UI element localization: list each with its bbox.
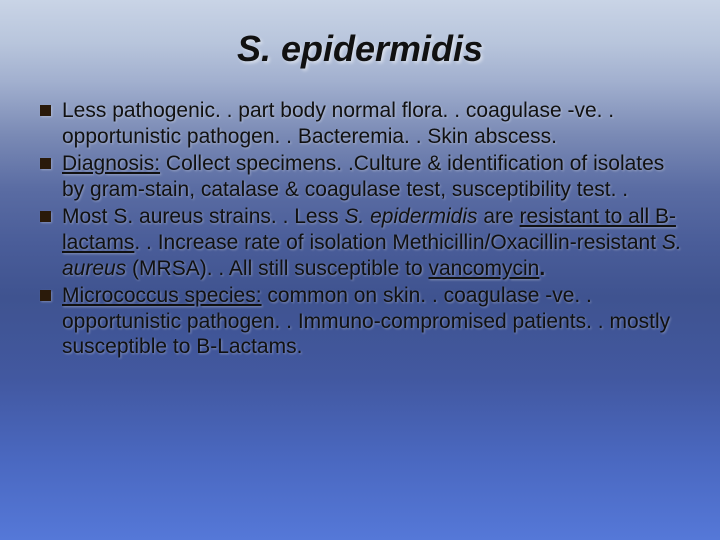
- text-run: S. epidermidis: [344, 205, 477, 228]
- text-run: (MRSA). . All still susceptible to: [126, 257, 428, 280]
- text-run: Most S. aureus strains. . Less: [62, 205, 344, 228]
- text-run: Diagnosis:: [62, 152, 160, 175]
- text-run: vancomycin: [428, 257, 539, 280]
- list-item: Less pathogenic. . part body normal flor…: [36, 98, 690, 149]
- slide-title: S. epidermidis: [30, 28, 690, 70]
- list-item: Diagnosis: Collect specimens. .Culture &…: [36, 151, 690, 202]
- text-run: .: [539, 257, 545, 280]
- text-run: Less pathogenic. . part body normal flor…: [62, 99, 614, 148]
- text-run: Micrococcus species:: [62, 284, 262, 307]
- text-run: are: [478, 205, 520, 228]
- list-item: Micrococcus species: common on skin. . c…: [36, 283, 690, 360]
- list-item: Most S. aureus strains. . Less S. epider…: [36, 204, 690, 281]
- text-run: . . Increase rate of isolation Methicill…: [134, 231, 662, 254]
- bullet-list: Less pathogenic. . part body normal flor…: [30, 98, 690, 360]
- slide: S. epidermidis Less pathogenic. . part b…: [0, 0, 720, 540]
